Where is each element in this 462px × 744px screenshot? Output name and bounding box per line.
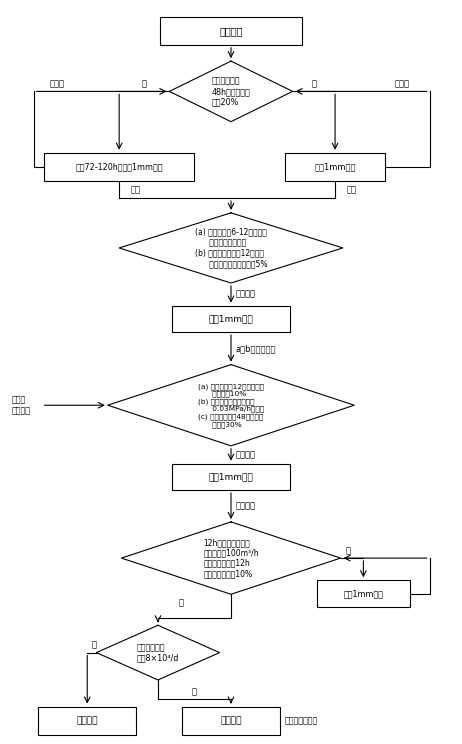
FancyBboxPatch shape (172, 464, 290, 490)
Text: 第二次开井测试: 第二次开井测试 (285, 716, 318, 725)
Text: 否: 否 (92, 641, 97, 650)
Text: 增大1mm油嘴: 增大1mm油嘴 (209, 314, 253, 324)
FancyBboxPatch shape (38, 707, 136, 734)
FancyBboxPatch shape (160, 17, 302, 45)
Text: 是: 是 (192, 687, 197, 696)
Text: 见气: 见气 (131, 185, 140, 194)
FancyBboxPatch shape (316, 580, 410, 607)
Text: 见气: 见气 (346, 185, 357, 194)
Text: 未见气: 未见气 (395, 80, 410, 89)
Text: 否: 否 (345, 546, 350, 555)
Text: 返排液矿化度
48h内增幅是否
大于20%: 返排液矿化度 48h内增幅是否 大于20% (212, 77, 250, 106)
FancyBboxPatch shape (285, 153, 385, 181)
Polygon shape (119, 213, 343, 283)
Text: 增大1mm油嘴: 增大1mm油嘴 (343, 589, 383, 598)
Text: 第二次
开井测试: 第二次 开井测试 (12, 396, 31, 415)
Text: 满足其一: 满足其一 (236, 289, 255, 299)
Text: 关井复压: 关井复压 (77, 716, 98, 725)
Text: 否: 否 (142, 80, 147, 89)
Text: 来见气: 来见气 (49, 80, 64, 89)
Text: a、b均不再满足: a、b均不再满足 (236, 344, 276, 353)
FancyBboxPatch shape (172, 306, 290, 332)
Text: (a) 气液比连续12小时每小时
      增幅大于10%
(b) 井口压力下降幅度小于
      0.03MPa/h或上涌
(c) 返排液矿化度48小时内: (a) 气液比连续12小时每小时 增幅大于10% (b) 井口压力下降幅度小于 … (198, 383, 264, 428)
Text: 增大1mm油嘴: 增大1mm油嘴 (314, 162, 356, 171)
Text: 是: 是 (178, 599, 183, 608)
Text: 12h后阶段产气量增
幅是否低于100m³/h
同时产气量连续12h
内波动幅度小于10%: 12h后阶段产气量增 幅是否低于100m³/h 同时产气量连续12h 内波动幅度… (203, 538, 259, 578)
Text: 排液72-120h后增大1mm油嘴: 排液72-120h后增大1mm油嘴 (75, 162, 163, 171)
Polygon shape (97, 625, 219, 680)
Text: 开井排液: 开井排液 (219, 26, 243, 36)
Text: 测试产量是否
高于8×10⁴/d: 测试产量是否 高于8×10⁴/d (137, 643, 179, 662)
Text: 满足其二: 满足其二 (236, 450, 255, 459)
Polygon shape (108, 365, 354, 446)
FancyBboxPatch shape (44, 153, 195, 181)
Text: (a) 井口压力在6-12小时内保
      持稳定或持续增加
(b) 阶段产气量连续12小时增
      加，且每小时增幅超过5%: (a) 井口压力在6-12小时内保 持稳定或持续增加 (b) 阶段产气量连续12… (195, 228, 267, 268)
Text: 增大1mm油嘴: 增大1mm油嘴 (209, 472, 253, 481)
Polygon shape (122, 522, 340, 594)
Text: 结束排液: 结束排液 (220, 716, 242, 725)
Text: 至多一种: 至多一种 (236, 501, 255, 510)
Polygon shape (170, 61, 292, 122)
Text: 是: 是 (311, 80, 316, 89)
FancyBboxPatch shape (182, 707, 280, 734)
